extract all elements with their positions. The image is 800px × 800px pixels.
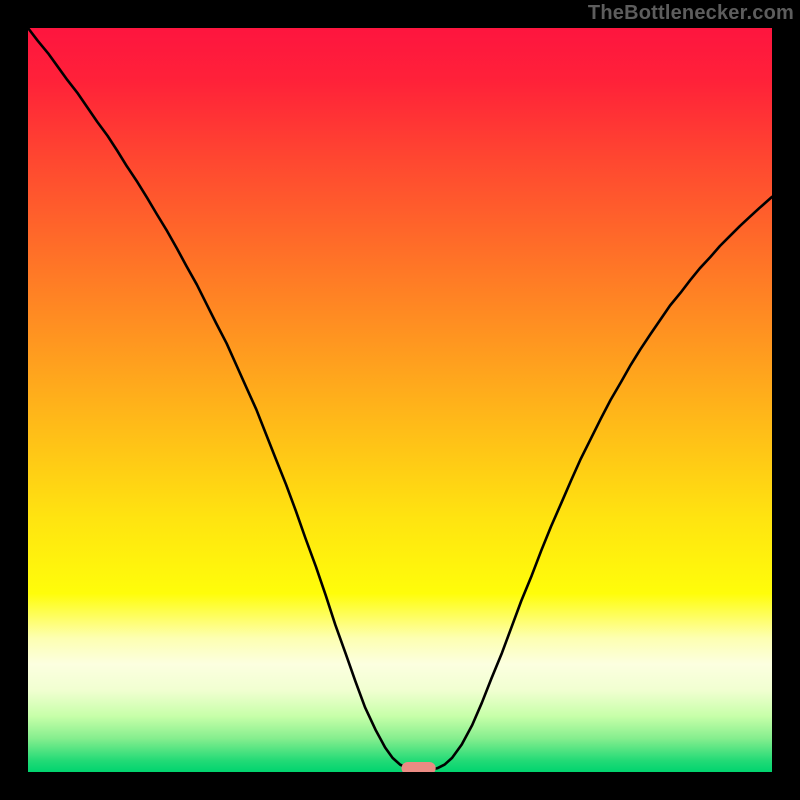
attribution-text: TheBottlenecker.com: [588, 2, 794, 25]
chart-background: [28, 28, 772, 772]
chart-svg: [28, 28, 772, 772]
plot-area: [28, 28, 772, 772]
optimum-marker: [401, 762, 435, 772]
chart-frame: TheBottlenecker.com: [0, 0, 800, 800]
